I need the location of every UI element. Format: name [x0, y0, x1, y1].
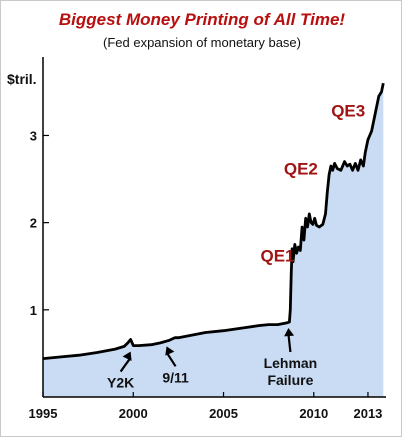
x-tick-label: 2005	[209, 406, 238, 421]
x-tick-label: 2010	[299, 406, 328, 421]
annotation-qe1: QE1	[260, 247, 294, 266]
annotation-y2k: Y2K	[107, 375, 134, 391]
annotation-arrow	[119, 356, 132, 373]
annotation-failure: Failure	[267, 372, 313, 388]
annotation-arrowhead	[284, 328, 295, 337]
y-tick-label: 1	[30, 303, 37, 318]
series-area-fill	[43, 83, 384, 397]
annotation-arrowhead	[122, 351, 132, 361]
annotation-qe3: QE3	[331, 101, 365, 120]
tick-marks	[42, 134, 369, 397]
x-tick-label: 2000	[119, 406, 148, 421]
x-tick-label: 2013	[353, 406, 382, 421]
annotation-arrowhead	[165, 346, 175, 356]
x-tick-label: 1995	[29, 406, 58, 421]
chart-subtitle: (Fed expansion of monetary base)	[103, 35, 301, 50]
annotation-qe2: QE2	[284, 159, 318, 178]
annotation-arrows	[119, 328, 295, 373]
series-line	[42, 82, 385, 360]
tick-labels: 1 2 3 1995 2000 2005 2010 2013	[29, 128, 383, 421]
annotation-9-11: 9/11	[162, 369, 189, 385]
y-tick-label: 3	[30, 128, 37, 143]
y-axis-label: $tril.	[7, 71, 37, 87]
annotation-arrow	[165, 351, 177, 367]
axes	[42, 57, 386, 398]
y-tick-label: 2	[30, 216, 37, 231]
annotation-lehman: Lehman	[264, 355, 318, 371]
annotation-arrow	[287, 333, 292, 353]
chart-title: Biggest Money Printing of All Time!	[59, 10, 346, 29]
